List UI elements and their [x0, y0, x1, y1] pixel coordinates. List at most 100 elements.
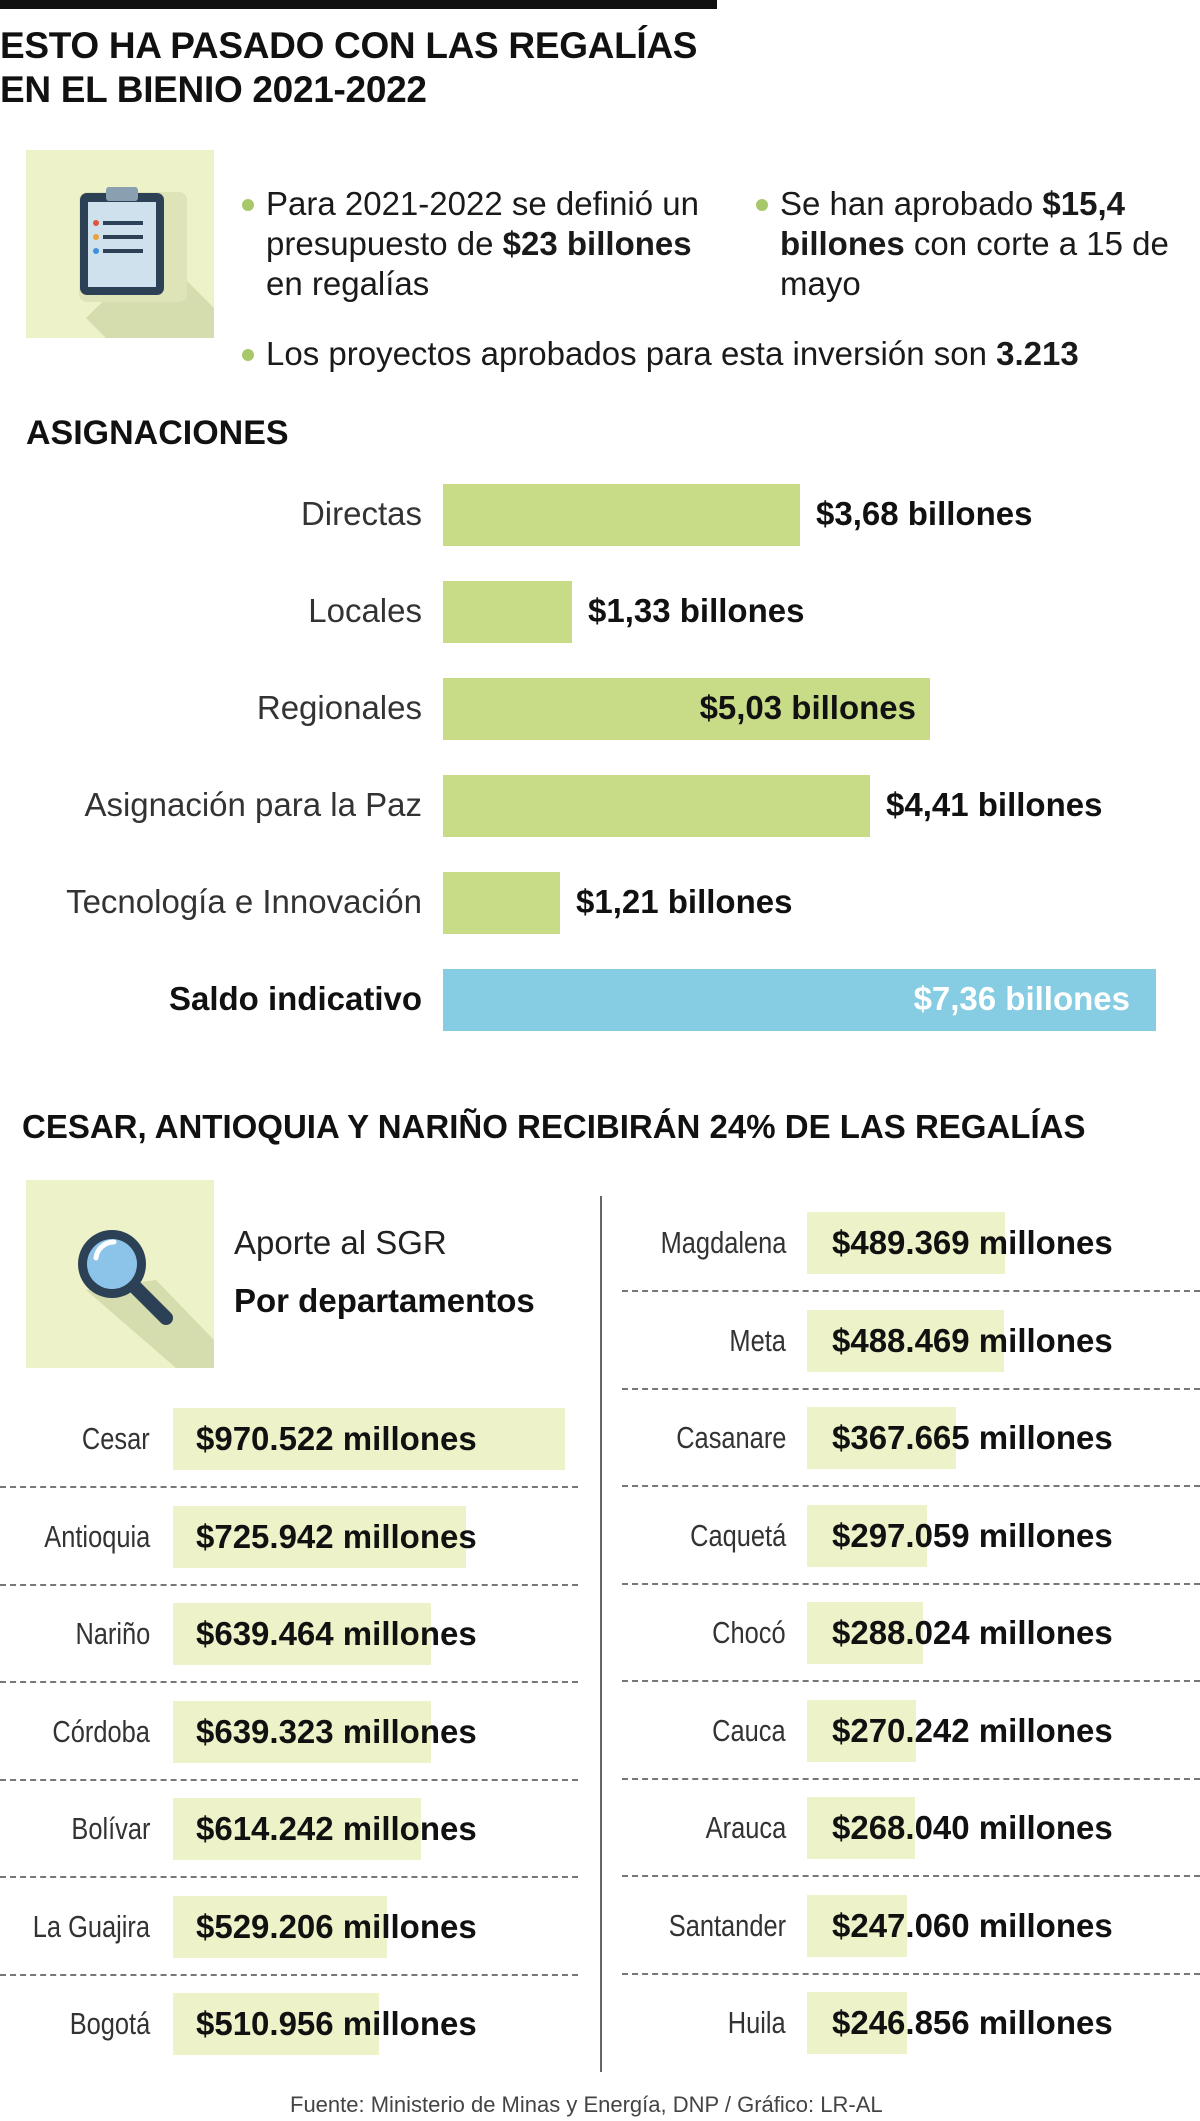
- bullet-budget-amount: $23 billones: [502, 225, 692, 262]
- chart2-title: CESAR, ANTIOQUIA Y NARIÑO RECIBIRÁN 24% …: [22, 1108, 1086, 1145]
- row-divider: [0, 1681, 578, 1683]
- bullet-budget-tail: en regalías: [266, 265, 430, 302]
- bar-asignacion-para-la-paz: [443, 775, 870, 837]
- dept-label-cordoba: Córdoba: [52, 1714, 150, 1749]
- dept-label-cauca: Cauca: [712, 1713, 786, 1748]
- dept-label-bogota: Bogotá: [69, 2006, 150, 2041]
- bullet-approved-text: Se han aprobado: [780, 185, 1043, 222]
- bullet-approved: Se han aprobado $15,4 billones con corte…: [752, 184, 1200, 304]
- dept-bar-magdalena: [807, 1212, 1005, 1274]
- top-rule: [0, 0, 717, 9]
- dept-bar-antioquia: [173, 1506, 466, 1568]
- magnifier-icon-box: [26, 1180, 214, 1368]
- bullet-budget-text: Para 2021-2022 se definió un presupuesto…: [266, 185, 699, 262]
- dept-value-huila: $246.856 millones: [832, 2004, 1113, 2041]
- dept-bar-choco: [807, 1602, 923, 1664]
- dept-value-bogota: $510.956 millones: [196, 2005, 477, 2042]
- dept-label-la-guajira: La Guajira: [32, 1909, 150, 1944]
- dept-bar-narino: [173, 1603, 431, 1665]
- dept-label-antioquia: Antioquia: [43, 1519, 150, 1554]
- source-note: Fuente: Ministerio de Minas y Energía, D…: [290, 2092, 883, 2117]
- dept-bar-huila: [807, 1992, 907, 2054]
- bar-directas: [443, 484, 800, 546]
- dept-label-caqueta: Caquetá: [689, 1518, 786, 1553]
- dept-label-choco: Chocó: [712, 1615, 786, 1650]
- clipboard-icon-box: [26, 150, 214, 338]
- row-divider: [622, 1388, 1200, 1390]
- row-divider: [0, 1974, 578, 1976]
- category-label-locales: Locales: [308, 592, 422, 629]
- dept-bar-meta: [807, 1310, 1004, 1372]
- dept-label-bolivar: Bolívar: [70, 1811, 150, 1846]
- dept-value-cesar: $970.522 millones: [196, 1420, 477, 1457]
- value-label-saldo-indicativo: $7,36 billones: [913, 980, 1130, 1017]
- row-divider: [0, 1779, 578, 1781]
- bar-tecnologia-e-innovacion: [443, 872, 560, 934]
- row-divider: [622, 1680, 1200, 1682]
- dept-label-narino: Nariño: [75, 1616, 150, 1651]
- dept-label-cesar: Cesar: [82, 1421, 150, 1456]
- dept-bar-arauca: [807, 1797, 915, 1859]
- chart1-title: ASIGNACIONES: [26, 414, 289, 452]
- dept-bar-casanare: [807, 1407, 956, 1469]
- dept-value-choco: $288.024 millones: [832, 1614, 1113, 1651]
- dept-value-narino: $639.464 millones: [196, 1615, 477, 1652]
- bullet-projects: Los proyectos aprobados para esta invers…: [238, 334, 1200, 374]
- value-label-locales: $1,33 billones: [588, 592, 805, 629]
- dept-label-magdalena: Magdalena: [660, 1225, 786, 1260]
- category-label-regionales: Regionales: [256, 689, 422, 726]
- title-line-1: ESTO HA PASADO CON LAS REGALÍAS: [0, 25, 698, 66]
- row-divider: [622, 1290, 1200, 1292]
- dept-value-arauca: $268.040 millones: [832, 1809, 1113, 1846]
- bullet-budget: Para 2021-2022 se definió un presupuesto…: [238, 184, 726, 304]
- dept-value-santander: $247.060 millones: [832, 1907, 1113, 1944]
- dept-bar-la-guajira: [173, 1896, 387, 1958]
- dept-value-la-guajira: $529.206 millones: [196, 1908, 477, 1945]
- dept-label-arauca: Arauca: [705, 1810, 786, 1845]
- magnifier-icon: [78, 1230, 214, 1368]
- title-line-2: EN EL BIENIO 2021-2022: [0, 69, 427, 110]
- category-label-directas: Directas: [300, 495, 422, 532]
- column-divider: [600, 1196, 602, 2072]
- chart2-subtitle-1: Aporte al SGR: [234, 1224, 447, 1261]
- bar-regionales: [443, 678, 930, 740]
- category-label-saldo-indicativo: Saldo indicativo: [168, 980, 422, 1017]
- dept-bar-bolivar: [173, 1798, 421, 1860]
- dept-label-casanare: Casanare: [675, 1420, 786, 1455]
- dept-value-meta: $488.469 millones: [832, 1322, 1113, 1359]
- dept-bar-cordoba: [173, 1701, 431, 1763]
- bar-locales: [443, 581, 572, 643]
- value-label-directas: $3,68 billones: [816, 495, 1033, 532]
- chart2-subtitle-2: Por departamentos: [234, 1282, 535, 1319]
- dept-value-bolivar: $614.242 millones: [196, 1810, 477, 1847]
- dept-bar-caqueta: [807, 1505, 927, 1567]
- value-label-regionales: $5,03 billones: [699, 689, 916, 726]
- row-divider: [622, 1485, 1200, 1487]
- dept-value-cordoba: $639.323 millones: [196, 1713, 477, 1750]
- row-divider: [622, 1875, 1200, 1877]
- row-divider: [622, 1778, 1200, 1780]
- row-divider: [0, 1486, 578, 1488]
- row-divider: [0, 1876, 578, 1878]
- dept-value-casanare: $367.665 millones: [832, 1419, 1113, 1456]
- category-label-tecnologia-e-innovacion: Tecnología e Innovación: [66, 883, 422, 920]
- dept-label-huila: Huila: [728, 2005, 786, 2040]
- dept-value-antioquia: $725.942 millones: [196, 1518, 477, 1555]
- dept-bar-cauca: [807, 1700, 916, 1762]
- dept-label-santander: Santander: [668, 1908, 786, 1943]
- clipboard-icon: [79, 187, 214, 338]
- dept-value-cauca: $270.242 millones: [832, 1712, 1113, 1749]
- category-label-asignacion-para-la-paz: Asignación para la Paz: [84, 786, 422, 823]
- bullet-approved-amount: $15,4 billones: [780, 185, 1125, 262]
- row-divider: [622, 1583, 1200, 1585]
- bullet-projects-text: Los proyectos aprobados para esta invers…: [266, 335, 997, 372]
- row-divider: [0, 1584, 578, 1586]
- dept-value-magdalena: $489.369 millones: [832, 1224, 1113, 1261]
- dept-value-caqueta: $297.059 millones: [832, 1517, 1113, 1554]
- page-title: ESTO HA PASADO CON LAS REGALÍAS EN EL BI…: [0, 24, 760, 112]
- bullet-projects-count: 3.213: [996, 335, 1079, 372]
- dept-label-meta: Meta: [729, 1323, 786, 1358]
- dept-bar-bogota: [173, 1993, 379, 2055]
- value-label-tecnologia-e-innovacion: $1,21 billones: [576, 883, 793, 920]
- row-divider: [622, 1973, 1200, 1975]
